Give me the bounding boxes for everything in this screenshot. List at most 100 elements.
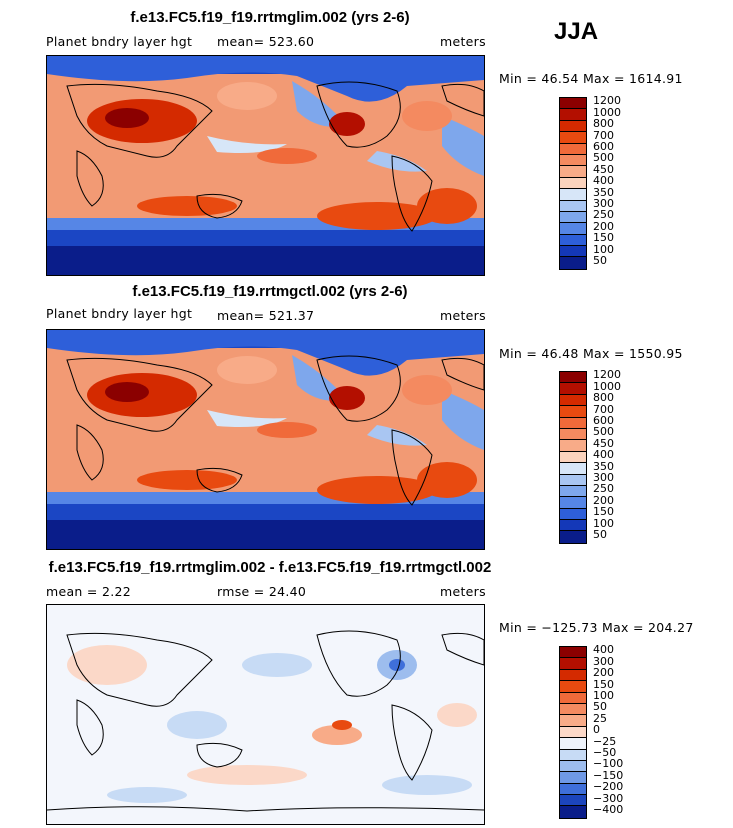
colorbar-swatch — [560, 531, 586, 543]
colorbar-swatch — [560, 98, 586, 110]
colorbar-swatch — [560, 715, 586, 727]
colorbar-tick-label: 450 — [593, 162, 614, 176]
colorbar-tick-label: 200 — [593, 666, 614, 680]
colorbar-swatch — [560, 120, 586, 133]
mean-label: mean= 521.37 — [217, 308, 315, 323]
colorbar-tick-label: 50 — [593, 254, 607, 267]
colorbar-swatch — [560, 246, 586, 258]
colorbar-tick-label: 1000 — [593, 379, 621, 393]
colorbar-tick-label: 350 — [593, 459, 614, 473]
colorbar — [559, 646, 587, 819]
colorbar-swatch — [560, 428, 586, 441]
colorbar-swatch — [560, 417, 586, 429]
colorbar-labels: 1200 1000 800 700 600 500 450 400 350 300 250 200 15… — [593, 368, 653, 541]
minmax-label: Min = 46.54 Max = 1614.91 — [499, 71, 683, 86]
colorbar-tick-label: 700 — [593, 128, 614, 142]
panel-title: f.e13.FC5.f19_f19.rrtmgctl.002 (yrs 2-6) — [132, 283, 408, 300]
colorbar-swatch — [560, 474, 586, 486]
colorbar-tick-label: 50 — [593, 700, 607, 714]
colorbar-tick-label: −300 — [593, 791, 624, 805]
colorbar-swatch — [560, 726, 586, 739]
colorbar-swatch — [560, 497, 586, 509]
colorbar-tick-label: 200 — [593, 219, 614, 233]
colorbar-tick-label: 800 — [593, 117, 614, 131]
colorbar-tick-label: 150 — [593, 231, 614, 245]
season-label: JJA — [554, 18, 599, 45]
colorbar-tick-label: −200 — [593, 780, 624, 794]
colorbar-swatch — [560, 211, 586, 224]
colorbar-tick-label: 250 — [593, 208, 614, 222]
map-plot — [46, 604, 485, 825]
colorbar-tick-label: −50 — [593, 746, 617, 759]
colorbar-tick-label: 350 — [593, 185, 614, 199]
colorbar-swatch — [560, 223, 586, 235]
variable-label: Planet bndry layer hgt — [46, 306, 193, 321]
colorbar-tick-label: 25 — [593, 711, 607, 725]
colorbar-swatch — [560, 485, 586, 498]
colorbar-tick-label: 150 — [593, 677, 614, 691]
colorbar-swatch — [560, 463, 586, 475]
map-plot — [46, 55, 485, 276]
colorbar-tick-label: 300 — [593, 471, 614, 484]
colorbar-tick-label: −100 — [593, 757, 624, 771]
colorbar-swatch — [560, 372, 586, 384]
colorbar-tick-label: 0 — [593, 723, 600, 737]
colorbar-swatch — [560, 806, 586, 818]
map-field-svg — [47, 330, 484, 549]
colorbar-tick-label: 400 — [593, 174, 614, 188]
colorbar-swatch — [560, 703, 586, 716]
colorbar-swatch — [560, 692, 586, 704]
colorbar-swatch — [560, 394, 586, 407]
colorbar-swatch — [560, 795, 586, 807]
colorbar-tick-label: 1000 — [593, 105, 621, 119]
colorbar-swatch — [560, 508, 586, 521]
colorbar-tick-label: 300 — [593, 654, 614, 668]
colorbar-swatch — [560, 143, 586, 155]
colorbar — [559, 97, 587, 270]
units-label: meters — [440, 34, 486, 49]
colorbar-tick-label: 250 — [593, 482, 614, 496]
colorbar-tick-label: 1200 — [593, 368, 621, 382]
units-label: meters — [440, 308, 486, 323]
colorbar-tick-label: −400 — [593, 803, 624, 816]
colorbar-swatch — [560, 760, 586, 773]
panel-title: f.e13.FC5.f19_f19.rrtmglim.002 (yrs 2-6) — [130, 9, 410, 26]
colorbar-swatch — [560, 234, 586, 247]
colorbar-tick-label: 450 — [593, 436, 614, 450]
colorbar-swatch — [560, 520, 586, 532]
colorbar-swatch — [560, 451, 586, 464]
colorbar-tick-label: 500 — [593, 425, 614, 439]
colorbar-swatch — [560, 440, 586, 452]
colorbar-swatch — [560, 154, 586, 167]
map-plot — [46, 329, 485, 550]
rmse-label: rmse = 24.40 — [217, 584, 307, 599]
minmax-label: Min = −125.73 Max = 204.27 — [499, 620, 694, 635]
colorbar-swatch — [560, 109, 586, 121]
colorbar-tick-label: 400 — [593, 643, 614, 657]
colorbar-tick-label: 50 — [593, 528, 607, 541]
colorbar-swatch — [560, 406, 586, 418]
colorbar-tick-label: 800 — [593, 391, 614, 405]
colorbar-tick-label: 600 — [593, 140, 614, 153]
colorbar-tick-label: 400 — [593, 448, 614, 462]
colorbar-tick-label: −150 — [593, 768, 624, 782]
colorbar-swatch — [560, 257, 586, 269]
colorbar-swatch — [560, 383, 586, 395]
colorbar-tick-label: 700 — [593, 402, 614, 416]
colorbar-swatch — [560, 177, 586, 190]
colorbar-swatch — [560, 772, 586, 784]
units-label: meters — [440, 584, 486, 599]
colorbar-swatch — [560, 200, 586, 212]
map-field-svg — [47, 56, 484, 275]
colorbar-tick-label: 150 — [593, 505, 614, 519]
colorbar-swatch — [560, 189, 586, 201]
mean-label: mean = 2.22 — [46, 584, 132, 599]
colorbar-swatch — [560, 783, 586, 796]
colorbar-tick-label: 300 — [593, 197, 614, 210]
mean-label: mean= 523.60 — [217, 34, 315, 49]
colorbar-swatch — [560, 738, 586, 750]
colorbar-tick-label: 100 — [593, 242, 614, 256]
colorbar-tick-label: 1200 — [593, 94, 621, 108]
colorbar-swatch — [560, 647, 586, 659]
colorbar-tick-label: −25 — [593, 734, 617, 748]
